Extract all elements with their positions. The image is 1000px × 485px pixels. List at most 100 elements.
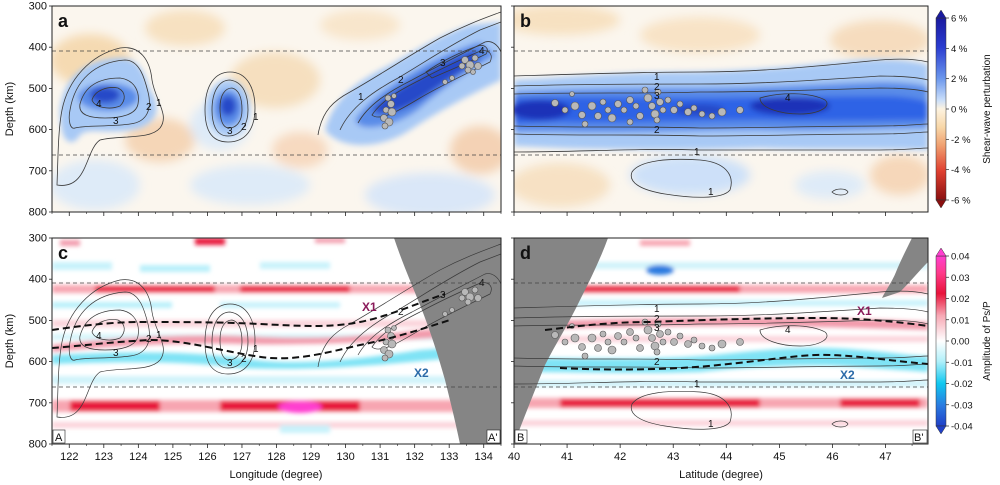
annotation-x2: X2 <box>840 368 855 382</box>
panel-b-discontinuities <box>514 50 928 156</box>
colorbar-tick-label: -4 % <box>951 165 971 176</box>
colorbar-tick-label: 0.02 <box>951 294 970 305</box>
profile-end-a-prime: A' <box>488 432 497 444</box>
x-tick-label: 122 <box>60 451 78 463</box>
panel-b-contours <box>514 58 928 198</box>
x-axis-label-c: Longitude (degree) <box>230 469 323 481</box>
contour-label: 3 <box>113 116 119 127</box>
contour-label: 2 <box>654 82 660 93</box>
contour-label: 2 <box>654 125 660 136</box>
contour-label: 2 <box>654 314 660 325</box>
contour-label: 2 <box>398 75 404 86</box>
colorbar-tick-label: -0.01 <box>951 358 973 369</box>
x-tick-label: 125 <box>164 451 182 463</box>
colorbar-shear-wave-label: Shear-wave perturbation <box>982 54 993 164</box>
panel-a-discontinuities <box>52 50 501 156</box>
profile-end-box <box>486 429 501 444</box>
contour-label: 2 <box>146 334 152 345</box>
panel-a-events <box>380 54 482 130</box>
contour-label: 4 <box>479 278 485 289</box>
contour-label: 1 <box>694 147 700 158</box>
colorbar-tick-label: 0.00 <box>951 337 970 348</box>
x-tick-label: 130 <box>336 451 354 463</box>
y-tick-label: 800 <box>29 439 47 451</box>
contour-label: 3 <box>440 290 446 301</box>
panel-d-letter: d <box>520 243 531 263</box>
x-tick-label: 42 <box>614 451 626 463</box>
panel-b: 1 2 3 2 1 4 1 b <box>513 5 929 213</box>
panel-c-events <box>380 286 482 362</box>
colorbar-tick-label: -0.02 <box>951 379 973 390</box>
contour-label: 2 <box>241 122 247 133</box>
colorbar-tick-label: 4 % <box>951 44 968 55</box>
contour-label: 1 <box>654 304 660 315</box>
contour-label: 3 <box>654 91 660 102</box>
panel-b-contour-labels: 1 2 3 2 1 4 1 <box>654 72 791 198</box>
annotation-x2: X2 <box>414 366 429 380</box>
land-mass <box>514 238 608 444</box>
x-tick-label: 47 <box>879 451 891 463</box>
colorbar-ps-p: 0.04 0.03 0.02 0.01 0.00 -0.01 -0.02 -0.03 -0.04… <box>935 247 993 435</box>
y-tick-label: 500 <box>29 83 47 95</box>
colorbar-tick-label: -0.03 <box>951 400 973 411</box>
colorbar-tick-label: 0 % <box>951 105 968 116</box>
panel-b-letter: b <box>520 11 531 31</box>
contour-label: 4 <box>785 93 791 104</box>
contour-label: 4 <box>96 331 102 342</box>
panel-a: 4 3 2 1 3 2 1 1 2 3 4 a <box>51 5 502 213</box>
x-tick-label: 123 <box>95 451 113 463</box>
contour-label: 2 <box>398 307 404 318</box>
colorbar-tick-label: 0.01 <box>951 315 970 326</box>
contour-label: 3 <box>227 126 233 137</box>
panel-a-letter: a <box>58 11 69 31</box>
x-tick-label: 131 <box>371 451 389 463</box>
contour-label: 3 <box>227 358 233 369</box>
profile-end-box <box>912 429 928 444</box>
contour-label: 3 <box>113 348 119 359</box>
contour-label: 1 <box>708 187 714 198</box>
y-tick-label: 400 <box>29 42 47 54</box>
profile-end-b: B <box>517 432 524 444</box>
y-tick-label: 700 <box>29 397 47 409</box>
contour-label: 4 <box>785 325 791 336</box>
colorbar-tick-label: 6 % <box>951 14 968 25</box>
x-tick-label: 129 <box>302 451 320 463</box>
contour-label: 1 <box>253 112 259 123</box>
colorbar-tick-label: 0.03 <box>951 273 970 284</box>
panel-c-discontinuities <box>52 282 501 388</box>
contour-label: 1 <box>708 419 714 430</box>
colorbar-tick-label: -2 % <box>951 135 971 146</box>
colorbar-shear-wave: 6 % 4 % 2 % 0 % -2 % -4 % -6 % Shear-wave pert… <box>935 9 993 209</box>
panel-d-frame <box>513 237 929 445</box>
contour-label: 2 <box>146 102 152 113</box>
contour-label: 1 <box>694 379 700 390</box>
x-tick-label: 128 <box>267 451 285 463</box>
y-axis-label-c: Depth (km) <box>4 314 16 368</box>
panel-d-events <box>551 318 744 360</box>
contour-label: 4 <box>479 46 485 57</box>
profile-end-box <box>514 429 528 444</box>
x-tick-label: 124 <box>129 451 147 463</box>
y-tick-label: 300 <box>29 1 47 13</box>
panel-c-contours <box>56 243 501 418</box>
contour-label: 1 <box>253 344 259 355</box>
x-axis-label-d: Latitude (degree) <box>679 469 763 481</box>
panel-b-events <box>551 86 744 128</box>
colorbar-ps-p-label: Amplitude of Ps/P <box>982 301 993 381</box>
x-tick-label: 134 <box>475 451 493 463</box>
x-tick-label: 126 <box>198 451 216 463</box>
y-tick-label: 400 <box>29 274 47 286</box>
panel-c-contour-labels: 4 3 2 1 3 2 1 4 3 2 <box>96 278 485 369</box>
panel-d: 1 2 3 2 1 4 1 X1 X2 B B' d <box>513 237 929 445</box>
y-tick-label: 500 <box>29 315 47 327</box>
panel-c: 4 3 2 1 3 2 1 4 3 2 X1 X2 A A' c <box>51 237 502 445</box>
annotation-x1: X1 <box>362 300 377 314</box>
panel-a-contour-labels: 4 3 2 1 3 2 1 1 2 3 4 <box>96 46 485 137</box>
y-tick-label: 300 <box>29 233 47 245</box>
panel-d-contours <box>514 290 928 430</box>
contour-label: 2 <box>241 354 247 365</box>
panel-b-frame <box>513 5 929 213</box>
colorbar-tick-label: -0.04 <box>951 422 973 433</box>
panel-d-discontinuities <box>514 282 928 388</box>
